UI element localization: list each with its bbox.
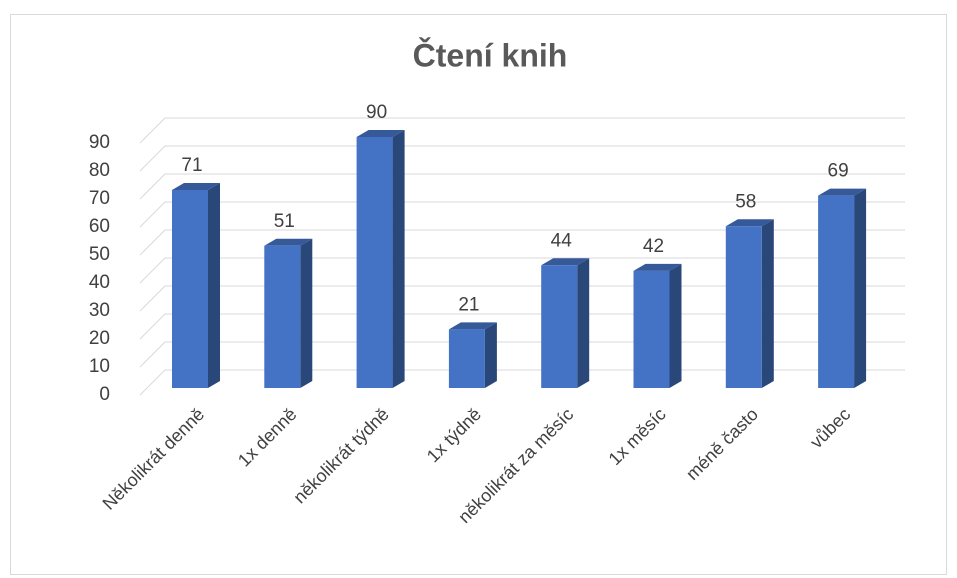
bar-top	[448, 322, 497, 330]
bar	[172, 182, 220, 388]
value-label: 21	[458, 294, 479, 315]
bar-top	[264, 238, 313, 246]
value-label: 51	[274, 211, 295, 232]
value-label: 69	[828, 161, 849, 182]
y-tick-label: 10	[89, 356, 110, 377]
bar-front	[448, 329, 485, 388]
grid-line	[139, 117, 905, 144]
bar-side	[484, 322, 497, 388]
bar	[541, 258, 590, 388]
bar-front	[172, 189, 208, 388]
grid-line	[139, 257, 905, 284]
grid-line	[139, 229, 905, 256]
bar	[633, 263, 682, 388]
y-tick-label: 60	[89, 216, 110, 237]
y-tick-label: 20	[89, 328, 110, 349]
y-tick-label: 80	[89, 160, 110, 181]
bar-side	[761, 219, 774, 388]
y-tick-label: 40	[89, 272, 110, 293]
bar-top	[818, 188, 867, 196]
grid-line	[139, 145, 905, 172]
bar	[264, 238, 313, 388]
y-tick-label: 30	[89, 300, 110, 321]
bar-front	[264, 245, 301, 388]
bar-top	[633, 263, 682, 271]
bar-side	[300, 238, 313, 388]
bar	[448, 322, 497, 388]
bar	[356, 130, 405, 388]
bar-side	[669, 263, 682, 388]
value-label: 58	[735, 191, 756, 212]
bar-top	[541, 258, 590, 266]
value-label: 71	[181, 155, 202, 176]
bar-top	[725, 219, 774, 227]
value-label: 44	[551, 230, 573, 251]
value-label: 90	[366, 102, 387, 123]
chart-title: Čtení knih	[413, 37, 568, 73]
bar-side	[208, 182, 220, 388]
bar-top	[356, 130, 405, 137]
bar	[725, 219, 774, 388]
grid-line	[139, 201, 905, 228]
bar-front	[356, 137, 393, 388]
y-tick-label: 0	[99, 384, 110, 405]
bar-front	[633, 270, 670, 388]
bar-front	[725, 226, 762, 388]
bar-front	[541, 265, 578, 388]
bar-side	[854, 188, 867, 388]
value-label: 42	[643, 236, 664, 257]
bar	[818, 188, 867, 388]
bar-side	[577, 258, 590, 388]
bar-top	[172, 182, 220, 190]
y-tick-label: 90	[89, 132, 110, 153]
y-tick-label: 50	[89, 244, 110, 265]
chart-border	[10, 14, 947, 575]
bar-side	[392, 130, 405, 388]
y-tick-label: 70	[89, 188, 110, 209]
bar-front	[818, 195, 855, 388]
grid-line	[139, 173, 905, 200]
